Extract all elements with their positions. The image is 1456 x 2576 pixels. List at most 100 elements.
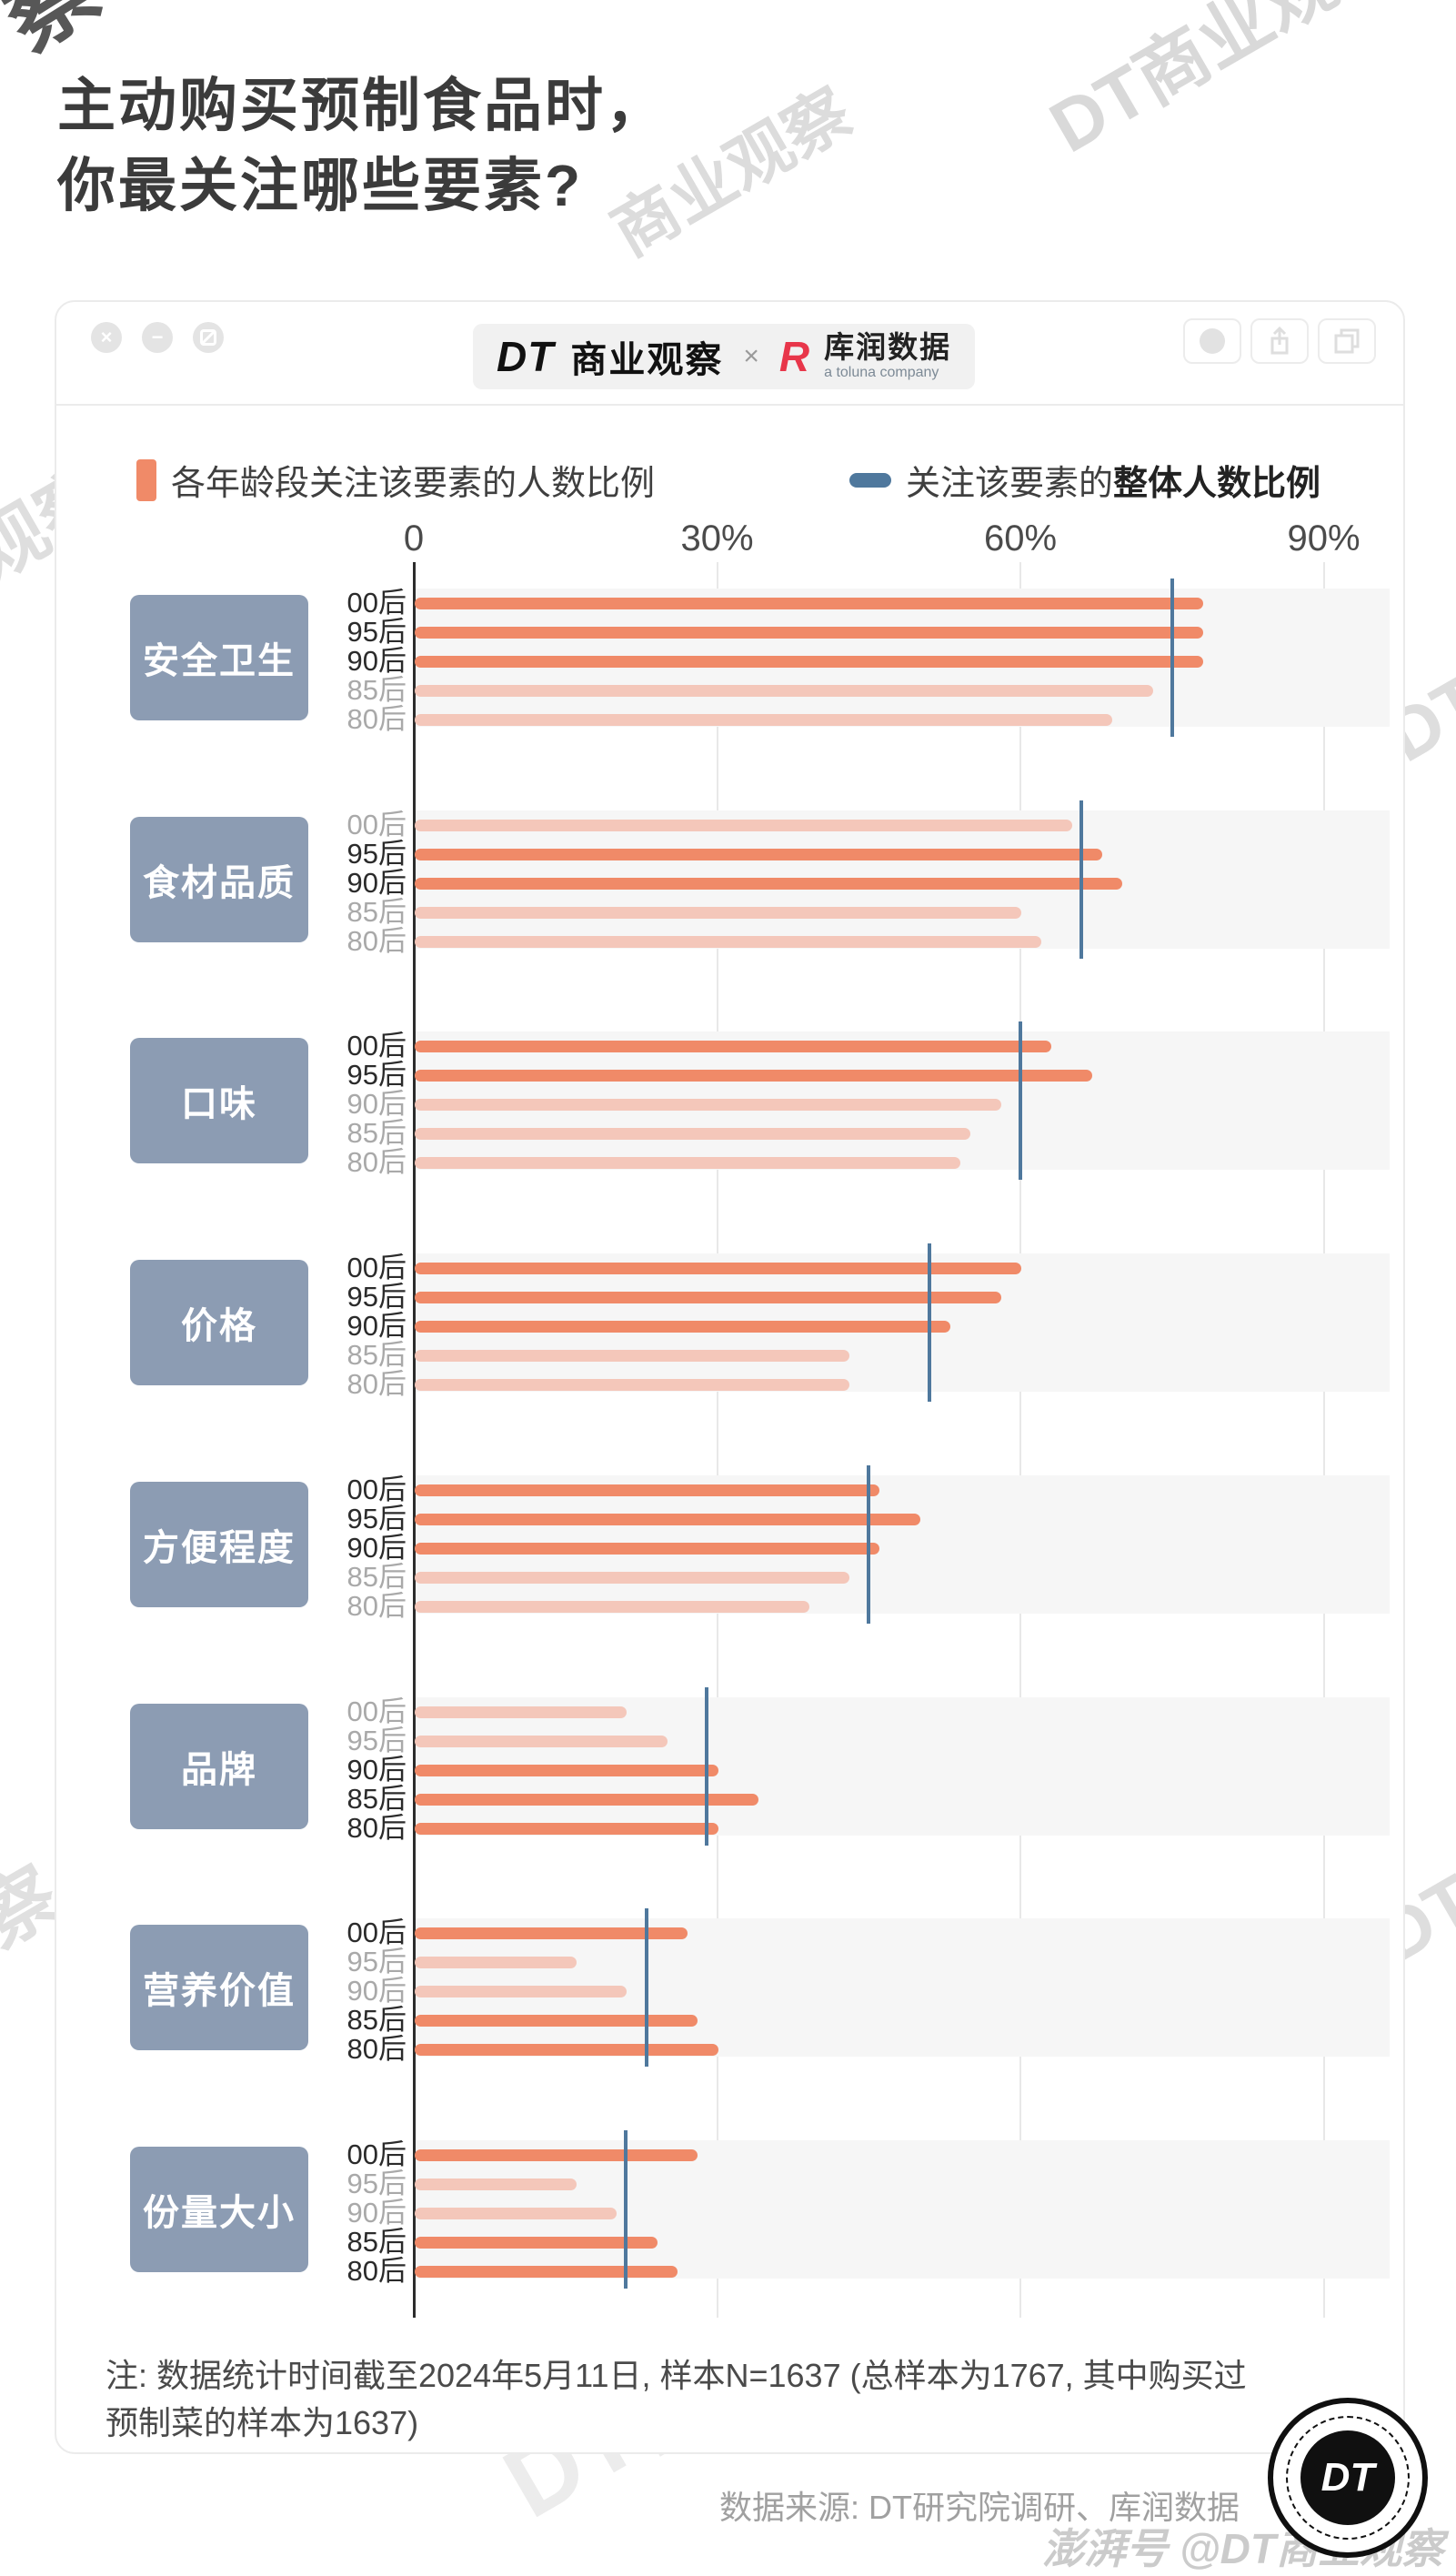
age-row-label: 95后 [346,838,407,870]
age-bar [415,2207,617,2219]
age-row-label: 85后 [346,674,407,706]
category-box: 价格 [130,1260,308,1385]
category-box: 份量大小 [130,2147,308,2272]
overall-marker-line [1019,1021,1022,1180]
age-bar [415,1069,1092,1082]
page-title-line1: 主动购买预制食品时， [57,73,667,138]
age-bar [415,2178,577,2190]
age-row-label: 95后 [346,2168,407,2199]
age-row-label: 00后 [346,1696,407,1727]
age-bar [415,1262,1021,1274]
data-source: 数据来源: DT研究院调研、库润数据 [719,2489,1240,2526]
age-bar [415,1735,668,1747]
age-row-label: 85后 [346,1561,407,1593]
age-row-label: 00后 [346,1917,407,1948]
x-tick-label: 30% [680,518,754,558]
overall-marker-line [624,2130,628,2289]
overall-marker-line [928,1243,931,1402]
legend-overall-label: 关注该要素的整体人数比例 [906,455,1320,505]
x-gridline [1019,562,1022,2318]
dt-name: 商业观察 [570,340,724,380]
age-bar [415,1484,879,1496]
age-bar [415,1956,577,1968]
age-bar [415,1600,809,1613]
age-bar [415,1706,627,1718]
age-bar [415,1291,1001,1303]
age-row-label: 00后 [346,1252,407,1283]
age-row-label: 90后 [346,645,407,677]
age-row-label: 00后 [346,587,407,619]
page-title: 主动购买预制食品时， 你最关注哪些要素? [57,65,667,226]
age-bar [415,684,1153,697]
minimize-icon[interactable]: − [142,322,173,353]
age-bar [415,819,1072,831]
age-bar [415,1098,1001,1111]
overall-marker-line [705,1687,708,1846]
legend-age-label: 各年龄段关注该要素的人数比例 [171,465,656,503]
age-row-label: 90后 [346,1532,407,1564]
age-bar [415,2043,718,2056]
age-bar [415,597,1203,609]
age-row-label: 90后 [346,2197,407,2229]
legend-age: 各年龄段关注该要素的人数比例 [136,455,655,505]
kurun-name: 库润数据 [824,329,952,364]
record-button[interactable] [1183,318,1241,364]
age-row-label: 95后 [346,1725,407,1756]
category-box: 品牌 [130,1704,308,1829]
age-bar [415,1040,1051,1052]
age-row-label: 00后 [346,2138,407,2170]
age-row-label: 85后 [346,1339,407,1371]
age-bar [415,713,1112,726]
close-icon[interactable]: × [91,322,122,353]
watermark-text: DT商业观察 [1037,0,1413,168]
age-bar-swatch-icon [136,458,156,501]
share-icon [1270,327,1289,355]
card-header: × − DT 商业观察 × R 库润数据 a toluna company [56,302,1403,406]
legend-overall-bold: 整体人数比例 [1113,465,1321,503]
legend-overall-prefix: 关注该要素的 [906,465,1114,503]
age-bar [415,1927,688,1939]
dt-seal-disc-icon: DT [1300,2430,1395,2525]
age-bar [415,2236,658,2249]
slash-icon[interactable] [193,322,224,353]
category-box: 方便程度 [130,1482,308,1607]
age-row-label: 80后 [346,2255,407,2287]
category-box: 食材品质 [130,817,308,942]
age-row-label: 80后 [346,1368,407,1400]
age-row-label: 80后 [346,1812,407,1844]
brand-badge: DT 商业观察 × R 库润数据 a toluna company [473,324,976,389]
age-bar [415,1513,920,1525]
collab-x-icon: × [743,341,759,371]
age-bar [415,1571,849,1584]
record-icon [1200,328,1225,354]
category-box: 口味 [130,1038,308,1163]
age-bar [415,1822,718,1835]
y-axis-line [413,562,416,2318]
category-box: 营养价值 [130,1925,308,2050]
age-row-label: 95后 [346,1059,407,1091]
slash-glyph [200,329,216,346]
age-row-label: 90后 [346,1310,407,1342]
age-bar [415,1127,970,1140]
age-row-label: 00后 [346,1030,407,1062]
age-bar [415,877,1122,890]
share-button[interactable] [1250,318,1309,364]
age-row-label: 80后 [346,1590,407,1622]
age-row-label: 90后 [346,1975,407,2007]
kurun-name-block: 库润数据 a toluna company [824,329,952,381]
age-row-label: 90后 [346,867,407,899]
age-bar [415,1378,849,1391]
chart-note: 注: 数据统计时间截至2024年5月11日, 样本N=1637 (总样本为176… [105,2357,1247,2441]
x-gridline [716,562,718,2318]
age-row-label: 85后 [346,2226,407,2258]
age-bar [415,906,1021,919]
age-bar [415,626,1203,639]
copy-button[interactable] [1318,318,1376,364]
x-gridline [1322,562,1325,2318]
age-row-label: 85后 [346,896,407,928]
legend-overall: 关注该要素的整体人数比例 [849,455,1320,505]
age-row-label: 80后 [346,925,407,957]
age-row-label: 85后 [346,2004,407,2036]
page-title-line2: 你最关注哪些要素? [57,153,584,218]
dt-logo: DT [497,333,555,380]
